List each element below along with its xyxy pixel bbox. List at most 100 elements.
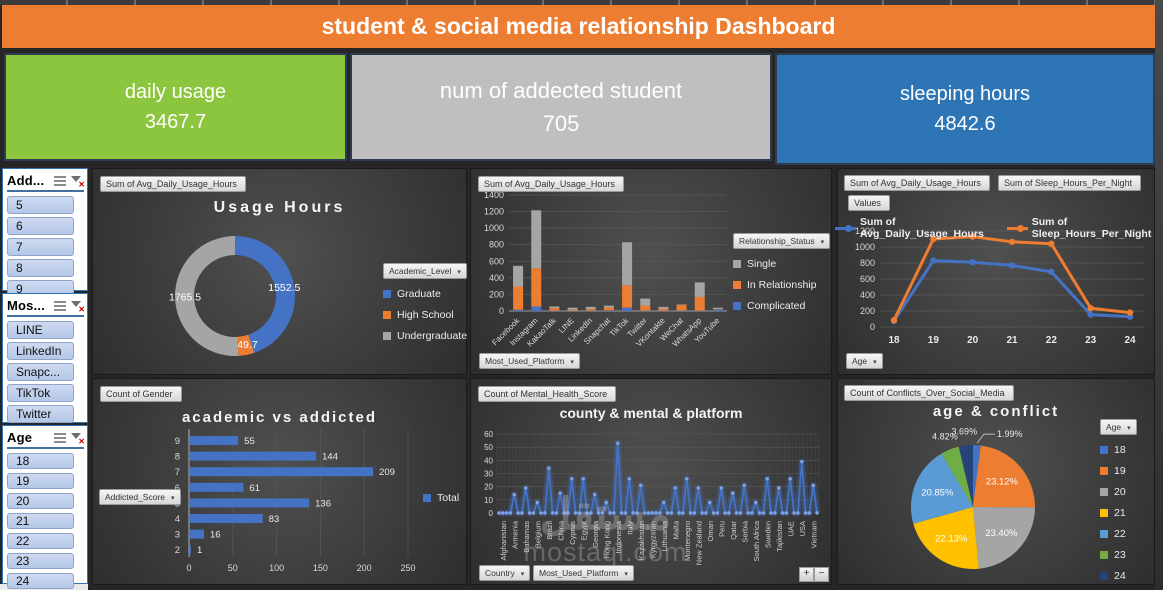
legend-item: 19 — [1100, 465, 1137, 477]
slicer-item[interactable]: 5 — [7, 196, 74, 214]
slicer-item[interactable]: 22 — [7, 533, 74, 549]
svg-text:Egypt: Egypt — [579, 520, 588, 540]
legend-item: Undergraduate — [383, 330, 467, 342]
addicted-score-axis-button[interactable]: Addicted_Score — [99, 489, 181, 505]
legend-item: Sum of Sleep_Hours_Per_Night — [1007, 216, 1157, 240]
age-axis-button[interactable]: Age — [846, 353, 883, 369]
most-used-platform-axis-button[interactable]: Most_Used_Platform — [479, 353, 580, 369]
zoom-out-button[interactable]: − — [814, 567, 829, 582]
svg-text:1000: 1000 — [855, 242, 875, 252]
slicer-item[interactable]: 19 — [7, 473, 74, 489]
svg-text:Brazil: Brazil — [545, 521, 554, 540]
svg-text:55: 55 — [244, 436, 255, 447]
zoom-in-button[interactable]: + — [799, 567, 814, 582]
svg-text:0: 0 — [870, 322, 875, 332]
pivot-field-button[interactable]: Count of Mental_Health_Score — [478, 386, 617, 402]
svg-text:USA: USA — [798, 521, 807, 536]
svg-text:16: 16 — [210, 530, 221, 541]
slicer-title: Add... — [7, 173, 45, 188]
svg-text:149.7: 149.7 — [231, 339, 257, 351]
svg-text:61: 61 — [249, 483, 260, 494]
svg-text:Kazakhstan: Kazakhstan — [637, 521, 646, 560]
svg-text:800: 800 — [860, 258, 875, 268]
slicer-item[interactable]: 21 — [7, 513, 74, 529]
relationship-status-dropdown[interactable]: Relationship_Status — [733, 233, 831, 249]
svg-text:50: 50 — [484, 443, 493, 452]
most-used-platform-axis-button[interactable]: Most_Used_Platform — [533, 565, 634, 581]
slicer-item[interactable]: 8 — [7, 259, 74, 277]
svg-text:20: 20 — [967, 335, 979, 346]
svg-text:400: 400 — [860, 290, 875, 300]
stacked-bar-legend: Relationship_Status Single In Relationshi… — [733, 231, 831, 312]
svg-text:1552.5: 1552.5 — [268, 282, 300, 294]
chart-title: age & conflict — [932, 403, 1060, 420]
slicer-item[interactable]: Twitter — [7, 405, 74, 423]
svg-text:Hong Kong: Hong Kong — [602, 521, 611, 559]
multi-select-icon[interactable] — [54, 175, 66, 186]
svg-text:4.82%: 4.82% — [932, 431, 958, 441]
slicer-item[interactable]: TikTok — [7, 384, 74, 402]
svg-text:Montenegro: Montenegro — [683, 521, 692, 561]
legend-item: Total — [423, 492, 459, 504]
svg-text:Afghanistan: Afghanistan — [499, 521, 508, 561]
svg-text:1200: 1200 — [484, 207, 504, 217]
pivot-field-button[interactable]: Count of Gender — [100, 386, 182, 402]
svg-text:23.40%: 23.40% — [985, 528, 1018, 539]
values-field-button[interactable]: Values — [848, 195, 890, 211]
legend-swatch — [383, 290, 391, 298]
slicer-item[interactable]: 20 — [7, 493, 74, 509]
svg-text:400: 400 — [489, 273, 504, 283]
legend-item: Graduate — [383, 288, 467, 300]
horizontal-bar-chart: 0501001502002505591448209761613658341631… — [175, 429, 416, 573]
svg-text:22: 22 — [1046, 335, 1058, 346]
pivot-field-button[interactable]: Sum of Avg_Daily_Usage_Hours — [478, 176, 624, 192]
svg-text:136: 136 — [315, 498, 331, 509]
donut-legend: Academic_Level Graduate High School Underg… — [383, 261, 467, 342]
pivot-field-button[interactable]: Count of Conflicts_Over_Social_Media — [844, 385, 1014, 401]
legend-item: Sum of Avg_Daily_Usage_Hours — [835, 216, 989, 240]
clear-filter-icon[interactable] — [71, 300, 85, 314]
svg-text:24: 24 — [1124, 335, 1136, 346]
age-dropdown[interactable]: Age — [1100, 419, 1137, 435]
pivot-field-button[interactable]: Sum of Avg_Daily_Usage_Hours — [844, 175, 990, 191]
kpi-sleeping-hours: sleeping hours 4842.6 — [775, 53, 1155, 165]
donut-chart: 1552.5 149.7 1765.5 — [169, 236, 301, 356]
svg-text:209: 209 — [379, 467, 395, 478]
country-axis-button[interactable]: Country — [479, 565, 531, 581]
svg-text:New Zealand: New Zealand — [694, 521, 703, 565]
pivot-field-button[interactable]: Sum of Avg_Daily_Usage_Hours — [100, 176, 246, 192]
multi-select-icon[interactable] — [54, 432, 66, 443]
svg-text:83: 83 — [269, 514, 280, 525]
slicer-most-used-platform: Mos... LINE LinkedIn Snapc... TikTok Twitter — [2, 293, 88, 423]
legend-item: 21 — [1100, 507, 1137, 519]
slicer-item[interactable]: 24 — [7, 573, 74, 589]
academic-level-dropdown[interactable]: Academic_Level — [383, 263, 467, 279]
slicer-item[interactable]: LINE — [7, 321, 74, 339]
slicer-item[interactable]: 6 — [7, 217, 74, 235]
legend-item: 20 — [1100, 486, 1137, 498]
age-line-chart: 0 200 400 600 800 1000 1200 18 19 20 21 22 23 24 — [855, 226, 1144, 346]
slicer-age: Age 18 19 20 21 22 23 24 — [2, 425, 88, 589]
slicer-item[interactable]: LinkedIn — [7, 342, 74, 360]
pivot-field-button[interactable]: Sum of Sleep_Hours_Per_Night — [998, 175, 1142, 191]
kpi-label: sleeping hours — [899, 82, 1031, 105]
clear-filter-icon[interactable] — [71, 432, 85, 446]
svg-text:20: 20 — [484, 483, 493, 492]
slicer-item[interactable]: 23 — [7, 553, 74, 569]
slicer-title: Age — [7, 430, 33, 445]
svg-text:200: 200 — [357, 563, 372, 573]
slicer-item[interactable]: Snapc... — [7, 363, 74, 381]
slicer-item[interactable]: 18 — [7, 453, 74, 469]
svg-text:Qatar: Qatar — [729, 521, 738, 540]
svg-text:0: 0 — [499, 306, 504, 316]
clear-filter-icon[interactable] — [71, 175, 85, 189]
legend-item: 23 — [1100, 549, 1137, 561]
svg-text:3: 3 — [175, 530, 180, 541]
stacked-bar-chart: 0200400600800100012001400FacebookInstagr… — [484, 190, 727, 349]
slicer-item[interactable]: 7 — [7, 238, 74, 256]
multi-select-icon[interactable] — [54, 300, 66, 311]
svg-text:1.99%: 1.99% — [997, 429, 1023, 439]
svg-text:Malta: Malta — [671, 520, 680, 539]
